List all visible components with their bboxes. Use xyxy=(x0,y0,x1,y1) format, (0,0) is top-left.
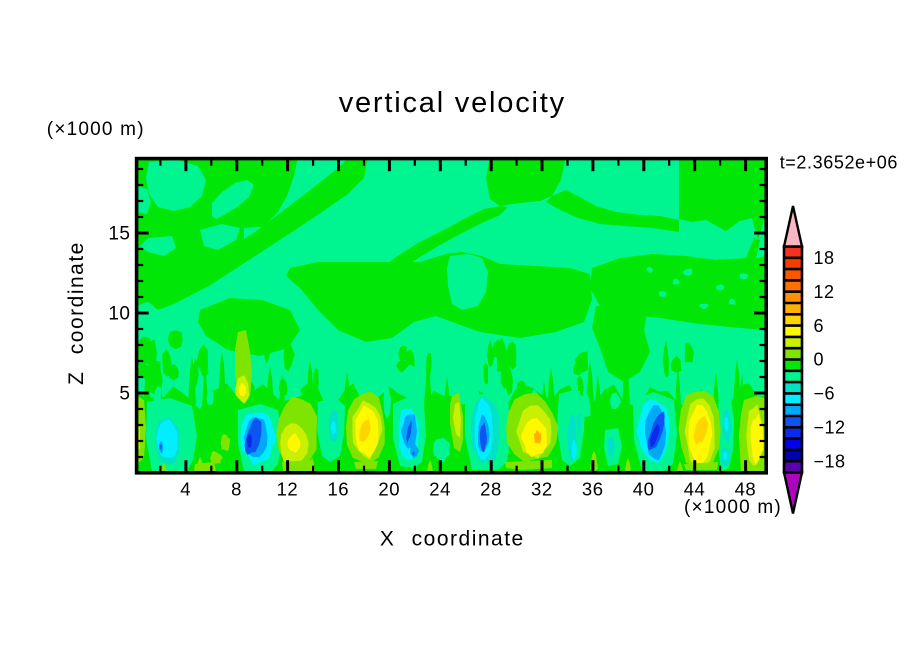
svg-text:36: 36 xyxy=(582,478,604,499)
svg-text:12: 12 xyxy=(277,478,299,499)
svg-text:10: 10 xyxy=(108,303,130,324)
svg-text:24: 24 xyxy=(429,478,451,499)
svg-text:48: 48 xyxy=(735,478,757,499)
svg-text:12: 12 xyxy=(814,282,835,302)
svg-text:32: 32 xyxy=(531,478,553,499)
svg-text:5: 5 xyxy=(119,383,130,404)
svg-text:Z coordinate: Z coordinate xyxy=(65,241,88,385)
svg-text:−12: −12 xyxy=(814,418,846,438)
svg-text:28: 28 xyxy=(480,478,502,499)
svg-text:15: 15 xyxy=(108,223,130,244)
svg-text:20: 20 xyxy=(378,478,400,499)
svg-text:−6: −6 xyxy=(814,384,836,404)
svg-text:40: 40 xyxy=(633,478,655,499)
svg-text:(×1000 m): (×1000 m) xyxy=(684,497,782,518)
svg-text:t=2.3652e+06: t=2.3652e+06 xyxy=(780,153,898,173)
svg-text:X coordinate: X coordinate xyxy=(380,528,525,551)
svg-text:0: 0 xyxy=(814,350,825,370)
svg-text:(×1000 m): (×1000 m) xyxy=(47,119,145,140)
svg-text:4: 4 xyxy=(180,478,191,499)
svg-text:6: 6 xyxy=(814,316,825,336)
svg-text:8: 8 xyxy=(231,478,242,499)
svg-text:vertical velocity: vertical velocity xyxy=(339,87,566,119)
svg-text:18: 18 xyxy=(814,248,835,268)
svg-text:44: 44 xyxy=(684,478,706,499)
svg-text:16: 16 xyxy=(328,478,350,499)
svg-text:−18: −18 xyxy=(814,451,846,471)
